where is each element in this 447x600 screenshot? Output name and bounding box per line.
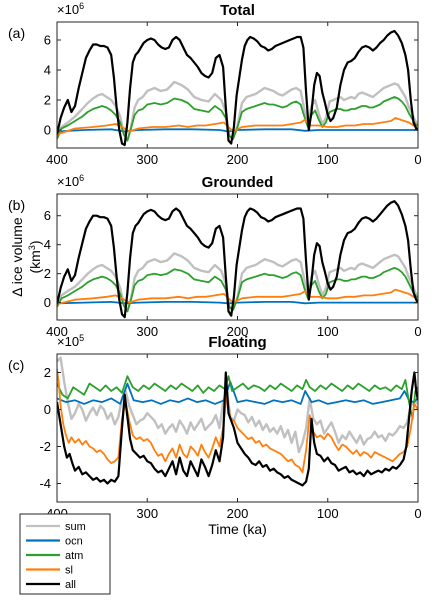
exponent-power: 6 bbox=[79, 173, 84, 183]
x-axis-label: Time (ka) bbox=[208, 521, 267, 537]
x-tick-label: 400 bbox=[46, 324, 68, 339]
exponent-power: 6 bbox=[79, 1, 84, 11]
unit-end: ) bbox=[27, 240, 43, 245]
y-tick-label: 6 bbox=[44, 208, 51, 223]
y-axis-unit: (km3) bbox=[27, 240, 43, 273]
panel-label: (c) bbox=[8, 357, 24, 373]
y-tick-label: 0 bbox=[44, 402, 51, 417]
exponent-power: 5 bbox=[79, 333, 84, 343]
legend-label-ocn: ocn bbox=[65, 536, 83, 548]
y-tick-label: 2 bbox=[44, 93, 51, 108]
x-tick-label: 0 bbox=[414, 152, 421, 167]
y-axis-label: Δ ice volume (km3) bbox=[9, 217, 43, 297]
y-tick-label: -2 bbox=[39, 439, 51, 454]
y-axis-label-text: Δ ice volume bbox=[9, 217, 25, 297]
y-tick-label: 2 bbox=[44, 266, 51, 281]
series-line-sl bbox=[57, 117, 418, 136]
series-line-all bbox=[57, 371, 418, 487]
x-tick-label: 0 bbox=[414, 506, 421, 521]
series-group bbox=[57, 29, 418, 147]
exponent-base: ×10 bbox=[57, 334, 79, 349]
y-tick-label: -4 bbox=[39, 476, 51, 491]
panel-label: (a) bbox=[8, 25, 25, 41]
unit-sup: 3 bbox=[27, 245, 37, 250]
series-line-atm bbox=[57, 375, 418, 420]
y-tick-label: 0 bbox=[44, 123, 51, 138]
panel-title: Grounded bbox=[202, 174, 274, 191]
x-tick-label: 300 bbox=[136, 506, 158, 521]
axis-exponent: ×106 bbox=[57, 173, 84, 189]
x-tick-label: 200 bbox=[227, 506, 249, 521]
legend: sum ocn atm sl all bbox=[19, 513, 111, 595]
series-line-sl bbox=[57, 288, 418, 305]
legend-label-sum: sum bbox=[65, 521, 86, 533]
x-tick-label: 100 bbox=[317, 324, 339, 339]
unit-base: (km bbox=[27, 250, 43, 273]
legend-label-sl: sl bbox=[65, 565, 73, 577]
series-group bbox=[57, 200, 418, 319]
series-line-ocn bbox=[57, 380, 418, 405]
series-line-all bbox=[57, 200, 418, 319]
panel-title: Total bbox=[220, 2, 255, 19]
x-tick-label: 100 bbox=[317, 506, 339, 521]
x-tick-label: 200 bbox=[227, 324, 249, 339]
x-tick-label: 0 bbox=[414, 324, 421, 339]
series-line-sl bbox=[57, 368, 418, 474]
y-tick-label: 4 bbox=[44, 237, 51, 252]
y-tick-label: 6 bbox=[44, 33, 51, 48]
x-tick-label: 300 bbox=[136, 152, 158, 167]
series-line-all bbox=[57, 29, 418, 147]
y-tick-label: 4 bbox=[44, 63, 51, 78]
panel-title: Floating bbox=[208, 334, 266, 351]
legend-label-all: all bbox=[65, 579, 76, 591]
x-tick-label: 200 bbox=[227, 152, 249, 167]
y-tick-label: 0 bbox=[44, 295, 51, 310]
exponent-base: ×10 bbox=[57, 174, 79, 189]
axis-exponent: ×106 bbox=[57, 1, 84, 17]
series-line-ocn bbox=[57, 300, 418, 305]
x-tick-label: 400 bbox=[46, 152, 68, 167]
panel-label: (b) bbox=[8, 197, 25, 213]
series-line-sum bbox=[57, 356, 418, 454]
x-tick-label: 300 bbox=[136, 324, 158, 339]
exponent-base: ×10 bbox=[57, 2, 79, 17]
legend-label-atm: atm bbox=[65, 550, 83, 562]
axis-exponent: ×105 bbox=[57, 333, 84, 349]
y-tick-label: 2 bbox=[44, 365, 51, 380]
series-group bbox=[57, 356, 418, 487]
x-tick-label: 100 bbox=[317, 152, 339, 167]
